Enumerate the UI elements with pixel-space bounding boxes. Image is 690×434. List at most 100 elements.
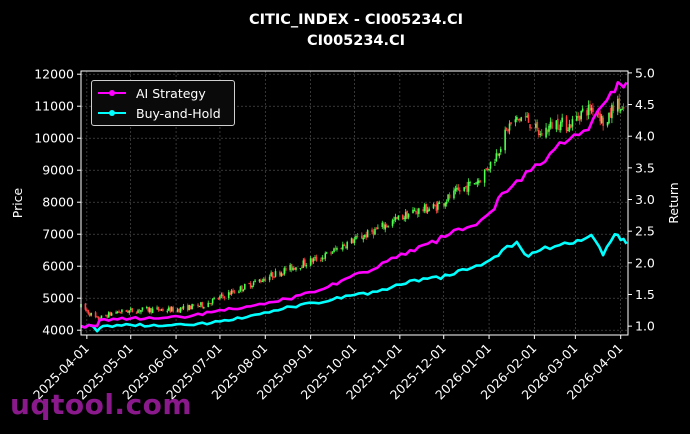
candle-body (350, 238, 353, 243)
candle-body (138, 309, 141, 312)
candle-body (447, 194, 449, 202)
candle-body (341, 244, 344, 250)
candle-body (140, 310, 142, 313)
candle-body (568, 123, 571, 131)
candle-body (476, 181, 479, 184)
candle-body (485, 168, 487, 170)
candle-body (425, 204, 427, 213)
candle-body (537, 129, 540, 136)
candle-body (540, 133, 543, 136)
candle-body (303, 259, 306, 266)
tick-label-left: 9000 (42, 163, 74, 178)
candle-body (252, 282, 255, 286)
candle-body (423, 204, 426, 212)
candle-body (611, 104, 613, 119)
candle-body (592, 107, 594, 112)
legend-item-buy-and-hold: Buy-and-Hold (98, 104, 221, 122)
candle-body (401, 215, 404, 220)
candle-body (299, 268, 302, 270)
candle-body (466, 185, 468, 192)
candle-body (321, 257, 324, 260)
candle-body (242, 289, 245, 292)
candle-body (331, 252, 334, 254)
candle-body (244, 283, 246, 290)
candle-body (109, 312, 112, 316)
candle-body (602, 117, 604, 126)
candle-body (382, 223, 385, 229)
tick-label-right: 1.0 (635, 319, 655, 334)
candle-body (577, 116, 580, 118)
candle-body (454, 188, 457, 191)
candle-body (320, 260, 322, 262)
candle-body (172, 307, 174, 312)
candle-body (489, 161, 492, 169)
candle-body (210, 303, 212, 305)
candle-body (558, 128, 561, 130)
candle-body (334, 248, 337, 250)
candle-body (463, 187, 465, 191)
candle-body (340, 247, 343, 250)
candle-body (479, 181, 482, 183)
candle-body (498, 153, 501, 157)
candle-body (147, 307, 150, 312)
tick-label-left: 6000 (42, 259, 74, 274)
tick-label-left: 5000 (42, 291, 74, 306)
candle-body (119, 312, 122, 314)
price-candles (80, 93, 625, 321)
candle-body (148, 308, 151, 313)
candle-body (314, 257, 316, 259)
candle-body (581, 108, 584, 112)
candle-body (322, 258, 325, 260)
candle-body (263, 279, 265, 281)
candle-body (325, 252, 328, 254)
candle-body (508, 123, 511, 131)
candle-body (507, 129, 509, 132)
candle-body (453, 190, 455, 199)
candle-body (570, 125, 572, 129)
candle-body (151, 308, 154, 314)
candle-body (355, 236, 357, 240)
candle-body (535, 123, 537, 128)
candle-body (361, 235, 363, 239)
candle-body (352, 239, 354, 244)
candle-body (274, 271, 277, 277)
candle-body (311, 258, 313, 263)
candle-body (457, 187, 460, 191)
candle-body (229, 292, 231, 295)
candle-body (437, 203, 439, 210)
candle-body (88, 313, 91, 317)
buy-and-hold-swatch (98, 110, 126, 116)
buy-and-hold-line (80, 233, 628, 333)
candle-body (312, 258, 315, 262)
candle-body (302, 260, 305, 268)
candle-body (556, 118, 559, 130)
candle-body (217, 298, 220, 300)
candle-body (438, 202, 441, 204)
candle-body (422, 209, 425, 212)
candle-body (353, 239, 356, 243)
tick-label-left: 12000 (34, 67, 74, 82)
candle-body (612, 105, 615, 112)
tick-label-left: 11000 (34, 99, 74, 114)
candle-body (505, 128, 508, 130)
tick-label-right: 3.5 (635, 160, 655, 175)
candle-body (356, 235, 359, 237)
candle-body (188, 304, 191, 311)
candle-body (189, 305, 192, 310)
candle-body (200, 302, 202, 306)
tick-label-right: 2.5 (635, 224, 655, 239)
candle-body (146, 306, 148, 308)
candle-body (290, 264, 293, 271)
candle-body (282, 273, 284, 275)
candle-body (587, 104, 590, 115)
candle-body (260, 280, 262, 282)
candle-body (249, 283, 252, 288)
candle-body (219, 296, 221, 299)
candle-body (442, 203, 445, 206)
candle-body (618, 98, 621, 110)
candle-body (499, 148, 502, 152)
candle-body (464, 186, 467, 188)
candle-body (381, 222, 384, 227)
watermark: uqtool.com (10, 388, 193, 421)
candle-body (167, 307, 170, 311)
